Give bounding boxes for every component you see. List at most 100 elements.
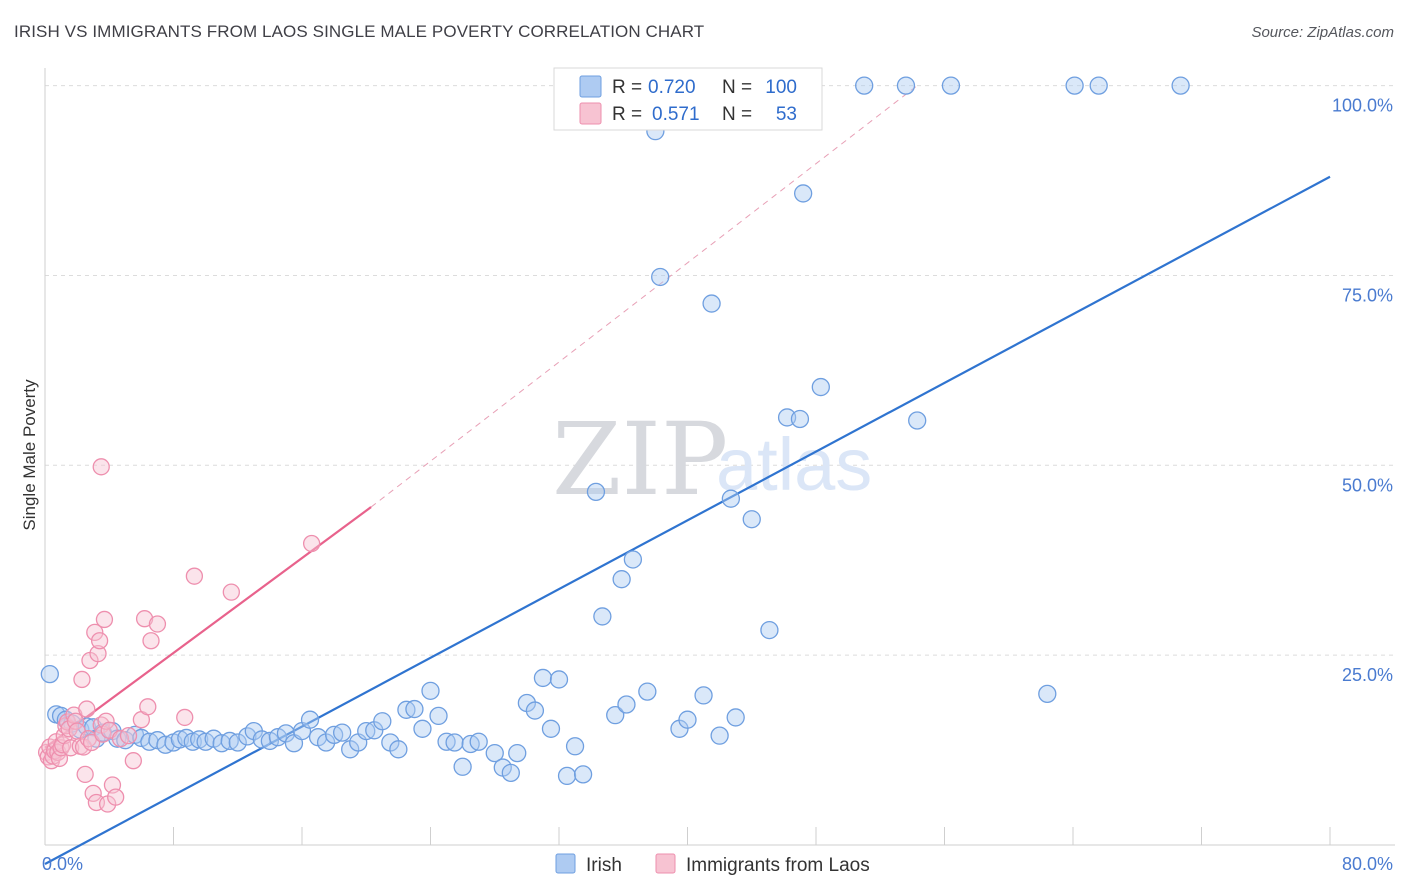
x-tick-label-min: 0.0% [42,854,83,874]
laos-point [119,726,138,745]
irish-point [469,732,488,751]
legend-r-value-laos: 0.571 [652,104,700,125]
irish-point [453,757,472,776]
irish-point [694,686,713,705]
y-tick-label: 50.0% [1342,475,1393,495]
bottom-legend-label-irish: Irish [586,855,622,876]
laos-point [73,670,91,689]
irish-point [1038,684,1057,704]
laos-point [86,623,104,642]
legend-r-label-irish: R = [612,77,642,98]
irish-point [678,710,697,729]
legend-n-value-laos: 53 [776,104,797,125]
irish-point [726,708,745,727]
laos-point [50,749,69,768]
irish-point [413,719,432,738]
watermark-zip: ZIP [552,401,728,518]
laos-point [222,583,240,601]
irish-point [525,701,545,720]
laos-point [185,567,204,585]
laos-point [78,700,96,718]
y-tick-label: 25.0% [1342,665,1393,685]
laos-point [76,765,94,784]
irish-point [1089,76,1108,95]
laos-point [84,784,102,803]
irish-trendline [44,175,1331,865]
irish-point [501,763,520,783]
laos-point [92,458,110,476]
irish-point [40,664,59,684]
irish-point [333,723,352,742]
laos-point [302,534,321,553]
irish-point [565,737,585,756]
data-points [37,76,1190,813]
x-tick-label-max: 80.0% [1342,854,1393,874]
laos-point [89,644,107,663]
irish-point [710,726,729,745]
legend-r-label-laos: R = [612,104,642,125]
irish-point [811,377,830,397]
bottom-legend-swatch-laos [655,853,676,874]
irish-point [896,76,916,95]
irish-point [606,705,625,725]
irish-point [405,699,424,719]
laos-point [176,708,194,727]
irish-point [549,670,569,689]
watermark: ZIP atlas [552,401,872,518]
irish-point [760,620,779,640]
grid-lines [45,85,1395,656]
laos-point [124,752,142,770]
irish-point [445,733,464,752]
legend-swatch-irish [579,75,602,98]
irish-point [557,766,577,786]
legend-r-value-irish: 0.720 [648,77,696,98]
legend-row-irish: R = 0.720 N = 100 [579,75,797,98]
laos-point [142,632,160,650]
irish-point [617,695,636,714]
legend-n-label-irish: N = [722,77,752,98]
irish-point [1171,76,1190,95]
legend-n-value-irish: 100 [765,77,797,98]
y-axis-title: Single Male Poverty [20,379,39,531]
irish-point [485,743,504,763]
irish-point [908,411,927,430]
laos-point [107,788,125,806]
irish-point [612,570,631,589]
irish-point [586,482,606,502]
irish-point [794,184,813,203]
chart-title: IRISH VS IMMIGRANTS FROM LAOS SINGLE MAL… [14,22,705,41]
irish-point [1065,76,1084,95]
irish-point [373,712,392,731]
legend-n-label-laos: N = [722,104,752,125]
irish-point [300,710,320,729]
laos-trendline-extension [370,85,918,508]
laos-point [148,615,167,633]
y-tick-label: 75.0% [1342,285,1393,305]
legend-swatch-laos [579,102,602,125]
bottom-legend-label-laos: Immigrants from Laos [686,855,870,876]
laos-trendline [44,506,372,749]
irish-point [593,607,612,626]
laos-point [90,632,109,650]
irish-point [508,743,527,763]
irish-point [742,510,761,529]
laos-point [139,698,157,716]
irish-point [638,682,657,701]
irish-point [623,550,643,569]
y-tick-label: 100.0% [1332,96,1393,116]
irish-point [533,668,553,688]
x-tick-labels: 0.0% 80.0% [42,854,1393,874]
irish-point [941,76,961,95]
bottom-legend-swatch-irish [555,853,576,874]
irish-point [389,740,408,759]
legend-row-laos: R = 0.571 N = 53 [579,102,797,125]
laos-point [74,738,93,756]
legend: R = 0.720 N = 100 R = 0.571 N = 53 [553,67,823,131]
irish-point [541,719,561,738]
irish-point [228,733,247,752]
irish-point [855,76,874,95]
axes [44,68,1395,846]
irish-point [429,706,448,726]
chart-source: Source: ZipAtlas.com [1251,24,1394,41]
